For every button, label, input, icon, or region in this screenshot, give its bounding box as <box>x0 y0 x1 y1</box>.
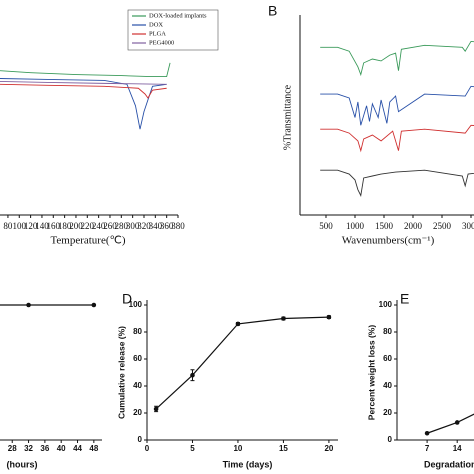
x-tick-label: 500 <box>319 221 333 231</box>
data-point <box>424 430 430 436</box>
data-line <box>0 80 167 85</box>
x-tick-label: 280 <box>115 221 129 231</box>
data-line <box>320 40 474 77</box>
panel: 80 10012014016018020022024026028030032034… <box>0 9 219 247</box>
y-tick-label: 0 <box>138 435 143 444</box>
y-axis-title: Cumulative release (%) <box>116 326 126 419</box>
data-point <box>26 302 31 308</box>
x-tick-label: 320 <box>137 221 151 231</box>
data-point <box>454 420 460 425</box>
x-tick-label: 120 <box>24 221 38 231</box>
x-tick-label: 240 <box>92 221 106 231</box>
x-tick-label: 300 <box>126 221 140 231</box>
x-axis-title: Wavenumbers(cm⁻¹) <box>342 235 435 247</box>
x-tick-label: 3000 <box>462 221 474 231</box>
x-axis-title: Time (days) <box>223 459 273 469</box>
panel: 0 5 10 15 20 0 20 40 60 80 100 Time (days) Cumulativ… <box>116 291 338 469</box>
data-line <box>426 413 474 434</box>
x-tick-label: 2000 <box>404 221 423 231</box>
x-tick-label: 36 <box>40 444 49 453</box>
panel-label: B <box>268 3 277 19</box>
data-line <box>155 316 329 410</box>
y-tick-label: 60 <box>383 354 392 363</box>
x-tick-label: 40 <box>57 444 66 453</box>
y-tick-label: 100 <box>129 300 143 309</box>
data-point <box>190 372 195 378</box>
data-line <box>320 169 474 197</box>
x-tick-label: 200 <box>69 221 83 231</box>
x-tick-label: 140 <box>35 221 49 231</box>
y-tick-label: 80 <box>133 327 142 336</box>
x-tick-label: 15 <box>279 444 288 453</box>
x-tick-label: 32 <box>24 444 33 453</box>
x-tick-label: 1500 <box>375 221 394 231</box>
x-axis-title: Temperature(℃) <box>50 235 125 247</box>
x-tick-label: 1000 <box>346 221 365 231</box>
data-point <box>235 321 241 327</box>
x-tick-label: 44 <box>73 444 82 453</box>
x-tick-label: 14 <box>453 444 462 453</box>
x-axis-title: Degradation time (days) <box>424 459 474 469</box>
legend-label: PLGA <box>149 30 166 37</box>
y-tick-label: 20 <box>133 408 142 417</box>
x-tick-label: 160 <box>47 221 61 231</box>
panel: 71421020406080100Degradation time (days)… <box>366 291 474 469</box>
x-tick-label: 0 <box>145 444 150 453</box>
legend-label: PEG4000 <box>149 39 174 46</box>
x-tick-label: 380 <box>171 221 185 231</box>
data-point <box>153 406 159 412</box>
data-line <box>320 124 474 153</box>
x-tick-label: 220 <box>81 221 95 231</box>
x-tick-label: 180 <box>58 221 72 231</box>
x-tick-label: 20 <box>324 444 333 453</box>
x-tick-label: 10 <box>233 444 242 453</box>
x-tick-label: 28 <box>8 444 17 453</box>
data-line <box>0 62 171 77</box>
y-tick-label: 80 <box>383 327 392 336</box>
x-tick-label: 48 <box>89 444 98 453</box>
y-axis-title: %Transmittance <box>282 84 293 150</box>
panel: 28 32 36 40 44 48 (hours) <box>0 302 102 469</box>
x-tick-label: 260 <box>103 221 117 231</box>
x-tick-label: 80 <box>3 221 13 231</box>
data-point <box>281 316 286 321</box>
x-tick-label: 5 <box>190 444 195 453</box>
y-tick-label: 20 <box>383 408 392 417</box>
y-tick-label: 40 <box>133 381 142 390</box>
data-line <box>320 85 474 126</box>
legend-label: DOX-loaded implants <box>149 12 207 19</box>
x-tick-label: 340 <box>149 221 163 231</box>
x-tick-label: 2500 <box>433 221 452 231</box>
y-tick-label: 60 <box>133 354 142 363</box>
y-tick-label: 100 <box>379 300 393 309</box>
y-axis-title: Percent weight loss (%) <box>366 325 376 421</box>
x-tick-label: 360 <box>160 221 174 231</box>
x-axis-title: (hours) <box>7 459 38 469</box>
x-tick-label: 100 <box>13 221 27 231</box>
y-tick-label: 0 <box>388 435 393 444</box>
data-point <box>326 314 332 320</box>
panel-label: E <box>400 291 409 307</box>
data-line <box>0 83 167 99</box>
data-point <box>91 302 97 308</box>
legend-label: DOX <box>149 21 163 28</box>
panel-label: D <box>122 291 132 307</box>
x-tick-label: 7 <box>425 444 430 453</box>
y-tick-label: 40 <box>383 381 392 390</box>
panel: 500100015002000250030003500Wavenumbers(c… <box>268 3 474 247</box>
